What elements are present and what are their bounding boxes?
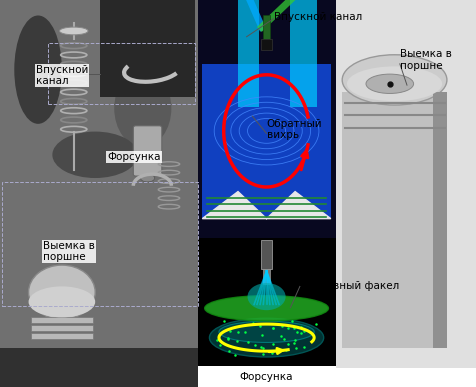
Ellipse shape <box>219 321 314 342</box>
FancyBboxPatch shape <box>263 15 270 39</box>
FancyBboxPatch shape <box>290 0 317 107</box>
Bar <box>336 0 476 368</box>
Text: Обратный
вихрь: Обратный вихрь <box>267 119 322 140</box>
FancyBboxPatch shape <box>238 0 259 107</box>
Ellipse shape <box>140 174 155 182</box>
Bar <box>202 64 331 219</box>
Ellipse shape <box>14 15 62 124</box>
Bar <box>433 92 447 348</box>
Text: Впускной канал: Впускной канал <box>274 12 362 22</box>
Bar <box>100 0 195 97</box>
FancyBboxPatch shape <box>263 269 270 284</box>
Text: Топливный факел: Топливный факел <box>300 281 399 291</box>
Ellipse shape <box>205 296 328 321</box>
Bar <box>0 348 198 387</box>
Ellipse shape <box>29 286 95 317</box>
Text: Впускной
канал: Впускной канал <box>36 65 88 86</box>
Ellipse shape <box>29 265 95 319</box>
FancyBboxPatch shape <box>31 333 93 339</box>
Ellipse shape <box>342 55 447 105</box>
Text: Форсунка: Форсунка <box>240 372 293 382</box>
FancyBboxPatch shape <box>261 39 272 50</box>
FancyBboxPatch shape <box>342 92 447 348</box>
Ellipse shape <box>114 70 171 147</box>
FancyBboxPatch shape <box>31 317 93 323</box>
Ellipse shape <box>60 27 88 35</box>
Bar <box>198 0 336 238</box>
Bar <box>198 238 336 366</box>
Text: Выемка в
поршне: Выемка в поршне <box>400 49 452 71</box>
Text: Форсунка: Форсунка <box>107 152 160 162</box>
FancyBboxPatch shape <box>133 126 162 176</box>
Ellipse shape <box>209 318 324 357</box>
Polygon shape <box>202 192 331 219</box>
Ellipse shape <box>52 132 138 178</box>
FancyBboxPatch shape <box>261 240 272 269</box>
Text: Выемка в
поршне: Выемка в поршне <box>43 241 95 262</box>
Bar <box>0 0 198 387</box>
Ellipse shape <box>347 66 442 101</box>
Ellipse shape <box>366 74 414 93</box>
FancyBboxPatch shape <box>31 325 93 331</box>
Ellipse shape <box>248 283 286 310</box>
